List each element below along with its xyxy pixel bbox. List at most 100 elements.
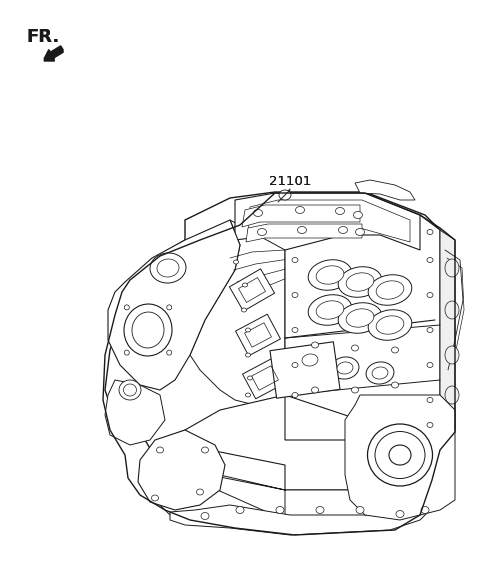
Ellipse shape	[338, 303, 382, 333]
Ellipse shape	[376, 316, 404, 334]
Polygon shape	[235, 193, 420, 250]
Polygon shape	[355, 180, 415, 200]
Ellipse shape	[376, 281, 404, 299]
Ellipse shape	[245, 328, 251, 332]
Polygon shape	[242, 205, 360, 227]
Ellipse shape	[296, 206, 304, 214]
Ellipse shape	[242, 283, 248, 287]
Ellipse shape	[292, 362, 298, 368]
Ellipse shape	[308, 294, 352, 325]
Ellipse shape	[368, 275, 412, 305]
Ellipse shape	[292, 292, 298, 297]
Ellipse shape	[316, 266, 344, 284]
Ellipse shape	[123, 384, 136, 396]
Ellipse shape	[156, 447, 164, 453]
Ellipse shape	[308, 260, 352, 290]
Ellipse shape	[346, 309, 374, 327]
Ellipse shape	[427, 257, 433, 262]
Ellipse shape	[276, 506, 284, 514]
Ellipse shape	[346, 273, 374, 291]
Ellipse shape	[245, 353, 251, 357]
Ellipse shape	[316, 506, 324, 514]
Ellipse shape	[119, 380, 141, 400]
Polygon shape	[236, 314, 280, 356]
Ellipse shape	[368, 424, 432, 486]
Ellipse shape	[336, 207, 345, 215]
Ellipse shape	[132, 312, 164, 348]
Polygon shape	[229, 269, 275, 311]
Ellipse shape	[427, 328, 433, 333]
Polygon shape	[190, 220, 285, 405]
Ellipse shape	[427, 292, 433, 297]
Ellipse shape	[202, 447, 208, 453]
Ellipse shape	[124, 350, 129, 355]
Ellipse shape	[356, 506, 364, 514]
Polygon shape	[242, 357, 288, 399]
Ellipse shape	[312, 387, 319, 393]
Text: FR.: FR.	[26, 28, 59, 46]
Ellipse shape	[338, 267, 382, 297]
Ellipse shape	[392, 382, 398, 388]
Ellipse shape	[157, 259, 179, 277]
Ellipse shape	[427, 229, 433, 234]
FancyArrow shape	[44, 48, 63, 61]
Ellipse shape	[233, 260, 239, 264]
Ellipse shape	[421, 506, 429, 514]
Ellipse shape	[445, 346, 459, 364]
Ellipse shape	[292, 257, 298, 262]
Ellipse shape	[396, 510, 404, 518]
Ellipse shape	[316, 301, 344, 319]
Ellipse shape	[353, 211, 362, 219]
Polygon shape	[285, 215, 440, 440]
Ellipse shape	[368, 310, 412, 340]
Ellipse shape	[241, 308, 247, 312]
Ellipse shape	[427, 397, 433, 402]
Polygon shape	[270, 342, 340, 398]
Polygon shape	[105, 380, 165, 445]
Text: FR.: FR.	[26, 28, 59, 46]
Ellipse shape	[445, 259, 459, 277]
Ellipse shape	[331, 357, 359, 379]
Polygon shape	[246, 224, 362, 242]
Ellipse shape	[296, 349, 324, 371]
Text: 21101: 21101	[269, 175, 311, 188]
Polygon shape	[105, 192, 440, 525]
Polygon shape	[170, 500, 430, 535]
Polygon shape	[440, 230, 455, 430]
Ellipse shape	[312, 342, 319, 348]
Ellipse shape	[236, 506, 244, 514]
Ellipse shape	[248, 376, 252, 380]
Ellipse shape	[389, 445, 411, 465]
Ellipse shape	[292, 392, 298, 397]
Ellipse shape	[257, 229, 266, 235]
Ellipse shape	[124, 305, 129, 310]
Polygon shape	[160, 475, 440, 525]
Ellipse shape	[253, 210, 263, 216]
Ellipse shape	[338, 226, 348, 233]
Ellipse shape	[427, 423, 433, 428]
Ellipse shape	[167, 305, 172, 310]
Text: 21101: 21101	[269, 175, 311, 188]
Ellipse shape	[245, 393, 251, 397]
Ellipse shape	[150, 253, 186, 283]
Ellipse shape	[351, 387, 359, 393]
Ellipse shape	[302, 354, 318, 366]
Ellipse shape	[372, 367, 388, 379]
Ellipse shape	[167, 350, 172, 355]
Ellipse shape	[292, 328, 298, 333]
Ellipse shape	[375, 432, 425, 478]
Ellipse shape	[298, 226, 307, 233]
Ellipse shape	[445, 301, 459, 319]
Ellipse shape	[279, 190, 291, 200]
Ellipse shape	[124, 304, 172, 356]
FancyArrow shape	[44, 46, 63, 59]
Ellipse shape	[427, 362, 433, 368]
Ellipse shape	[196, 489, 204, 495]
Ellipse shape	[337, 362, 353, 374]
Ellipse shape	[356, 229, 364, 235]
Ellipse shape	[366, 362, 394, 384]
Ellipse shape	[152, 495, 158, 501]
Polygon shape	[108, 220, 240, 390]
Ellipse shape	[351, 345, 359, 351]
Polygon shape	[345, 395, 455, 520]
